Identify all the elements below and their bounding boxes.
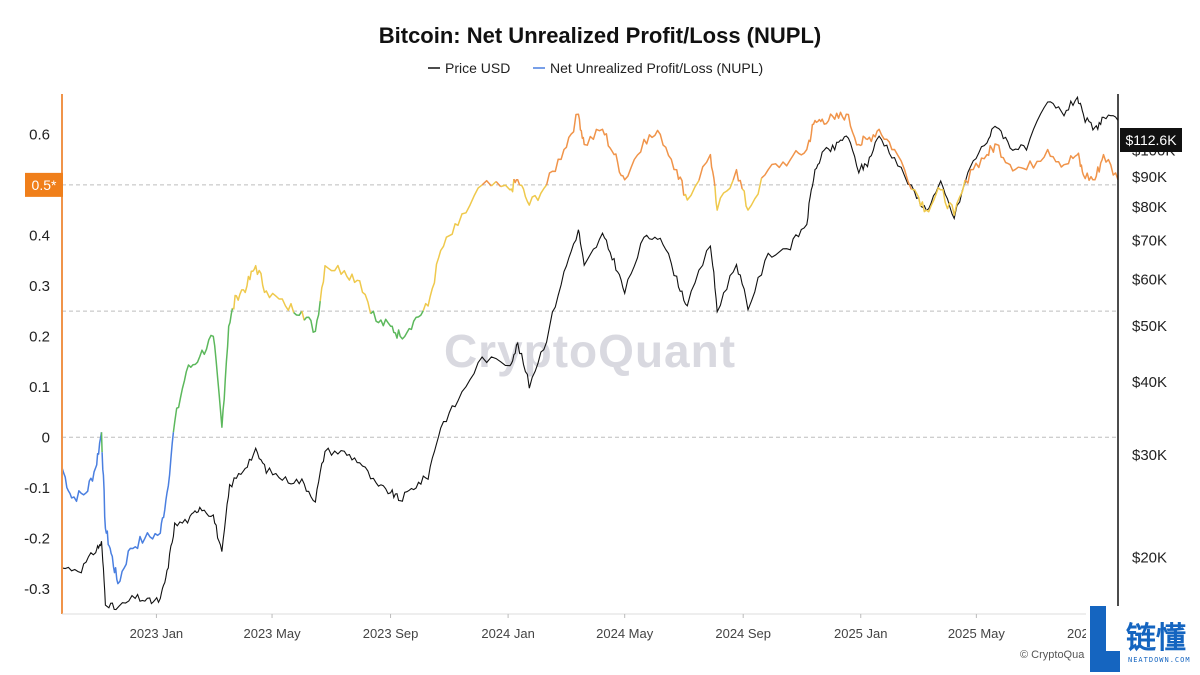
copyright-text: © CryptoQua xyxy=(1020,649,1085,661)
price-line xyxy=(61,95,1119,611)
reference-badge-bg xyxy=(25,172,63,197)
nupl-line-segment xyxy=(714,179,734,211)
reference-lines xyxy=(62,184,1118,438)
y-right-tick-label: $50K xyxy=(1132,318,1167,335)
chart-title: Bitcoin: Net Unrealized Profit/Loss (NUP… xyxy=(379,23,821,48)
nupl-line-segment xyxy=(964,143,1119,184)
logo-cn-text: 链懂 xyxy=(1126,621,1186,656)
nupl-line-segment xyxy=(683,180,700,201)
x-tick-label: 2024 Jan xyxy=(481,626,535,641)
x-tick-label: 2024 Sep xyxy=(715,626,771,641)
logo-sub-text: NEATDOWN.COM xyxy=(1128,656,1191,664)
y-right-tick-label: $30K xyxy=(1132,447,1167,464)
nupl-line-segment xyxy=(172,308,234,433)
left-axis-ticks: 0.60.50.40.30.20.10-0.1-0.2-0.3 xyxy=(24,126,50,597)
legend: Price USD Net Unrealized Profit/Loss (NU… xyxy=(428,60,763,76)
x-tick-label: 2023 Jan xyxy=(130,626,184,641)
watermark: CryptoQuant xyxy=(444,325,736,377)
nupl-line-segment xyxy=(513,178,521,186)
nupl-line-segment xyxy=(741,177,763,211)
right-axis-ticks: $100K$90K$80K$70K$60K$50K$40K$30K$20K xyxy=(1132,142,1175,566)
x-tick-label: 2023 May xyxy=(243,626,301,641)
y-left-tick-label: -0.3 xyxy=(24,581,50,598)
price-badge-label: $112.6K xyxy=(1125,132,1177,148)
legend-label-nupl: Net Unrealized Profit/Loss (NUPL) xyxy=(550,60,763,76)
nupl-series xyxy=(61,111,1119,585)
x-tick-label: 2023 Sep xyxy=(363,626,419,641)
logo-mark-icon xyxy=(1090,606,1120,672)
nupl-line-segment xyxy=(732,168,743,190)
y-left-tick-label: 0.2 xyxy=(29,328,50,345)
nupl-line-segment xyxy=(490,180,497,187)
nupl-line-segment xyxy=(698,153,716,187)
nupl-line-segment xyxy=(481,179,492,187)
y-left-tick-label: 0.3 xyxy=(29,278,50,295)
reference-badge-label: 0.5* xyxy=(32,177,57,193)
nupl-line-segment xyxy=(319,264,372,314)
neatdown-logo: 链懂 NEATDOWN.COM xyxy=(1086,606,1200,675)
y-left-tick-label: 0.4 xyxy=(29,227,50,244)
y-right-tick-label: $40K xyxy=(1132,374,1167,391)
nupl-line-segment xyxy=(61,432,103,503)
y-right-tick-label: $90K xyxy=(1132,169,1167,186)
y-left-tick-label: 0.1 xyxy=(29,379,50,396)
y-left-tick-label: -0.1 xyxy=(24,480,50,497)
nupl-line-segment xyxy=(545,113,685,196)
y-right-tick-label: $60K xyxy=(1132,272,1167,289)
nupl-line-segment xyxy=(100,432,103,453)
nupl-line-segment xyxy=(293,310,303,317)
legend-label-price: Price USD xyxy=(445,60,510,76)
nupl-line-segment xyxy=(232,264,295,313)
nupl-line-segment xyxy=(370,310,424,340)
nupl-line-segment xyxy=(101,432,175,585)
y-right-tick-label: $20K xyxy=(1132,550,1167,567)
x-tick-label: 2024 May xyxy=(596,626,654,641)
nupl-line-segment xyxy=(422,184,483,311)
y-right-tick-label: $70K xyxy=(1132,233,1167,250)
nupl-line-segment xyxy=(760,111,912,190)
y-right-tick-label: $80K xyxy=(1132,199,1167,216)
x-tick-label: 2025 May xyxy=(948,626,1006,641)
y-left-tick-label: -0.2 xyxy=(24,530,50,547)
nupl-line-segment xyxy=(301,310,305,321)
x-axis-ticks: 2023 Jan 2023 May 2023 Sep 2024 Jan 2024 May… xyxy=(130,614,1123,641)
nupl-line-segment xyxy=(500,179,515,193)
x-tick-label: 2025 Jan xyxy=(834,626,888,641)
price-series xyxy=(61,95,1119,611)
nupl-line-segment xyxy=(911,179,966,216)
price-badge-bg xyxy=(1120,128,1182,152)
y-left-tick-label: 0.6 xyxy=(29,126,50,143)
nupl-line-segment xyxy=(495,180,502,188)
reference-badge: 0.5* xyxy=(25,172,63,197)
price-badge: $112.6K xyxy=(1120,128,1182,152)
nupl-line-segment xyxy=(303,301,321,333)
y-left-tick-label: 0 xyxy=(42,429,50,446)
nupl-line-segment xyxy=(519,184,548,206)
